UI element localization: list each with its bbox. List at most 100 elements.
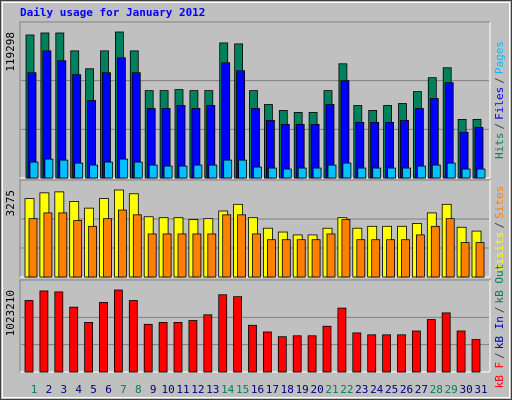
bar [208, 164, 218, 179]
bar [341, 219, 351, 278]
x-tick-label: 20 [310, 383, 323, 396]
x-tick-label: 11 [176, 383, 189, 396]
bar [371, 239, 381, 278]
x-tick-label: 23 [355, 383, 368, 396]
bar [357, 167, 367, 179]
bar [158, 322, 168, 373]
bar [461, 168, 471, 179]
bar [456, 330, 466, 373]
bar [401, 239, 410, 278]
bar [416, 165, 426, 179]
bar [292, 335, 302, 373]
x-tick-label: 6 [105, 383, 112, 396]
bar [74, 162, 84, 179]
bar [218, 294, 228, 373]
x-tick-label: 9 [150, 383, 157, 396]
bar [59, 159, 69, 179]
bar [460, 242, 470, 278]
bar [426, 319, 436, 373]
x-tick-label: 3 [60, 383, 67, 396]
bar [386, 239, 396, 278]
bar [266, 239, 276, 278]
bar [356, 239, 366, 278]
bar [99, 301, 108, 373]
bar [312, 167, 322, 179]
bar [177, 233, 187, 278]
bar [431, 164, 441, 179]
x-tick-label: 2 [46, 383, 53, 396]
bar [441, 312, 451, 373]
bar [238, 159, 248, 179]
legend-entry: kB F [493, 362, 506, 389]
x-tick-label: 8 [135, 383, 142, 396]
bar [133, 161, 143, 179]
x-tick-label: 7 [120, 383, 127, 396]
bar [411, 330, 421, 373]
bar [193, 164, 203, 179]
x-tick-label: 21 [325, 383, 338, 396]
bar [337, 307, 347, 373]
bar [267, 167, 277, 179]
x-tick-label: 31 [474, 383, 487, 396]
legend-entry: Pages [493, 41, 506, 74]
bar [203, 314, 213, 373]
bar [88, 225, 97, 278]
x-tick-label: 28 [430, 383, 443, 396]
bar [311, 239, 321, 278]
bar [207, 233, 217, 278]
legend: kB F / kB In / kB Out [493, 264, 506, 389]
bar [327, 164, 337, 179]
legend-entry: kB In [493, 316, 506, 349]
legend-entry: Hits [493, 133, 506, 160]
bar [44, 158, 54, 179]
bar [192, 233, 202, 278]
bar [54, 291, 64, 373]
bar [222, 214, 232, 278]
bar [58, 212, 68, 278]
bar [277, 336, 287, 373]
bar [163, 165, 173, 179]
bar [28, 218, 38, 278]
bar [326, 233, 336, 278]
bar [29, 161, 39, 179]
x-tick-label: 4 [75, 383, 82, 396]
bar [476, 168, 486, 179]
legend-entry: kB Out [493, 264, 506, 304]
bar [262, 331, 272, 373]
bar [237, 214, 247, 278]
bar [188, 320, 198, 373]
legend-entry: Files [493, 87, 506, 120]
y-tick-label: 1023210 [4, 290, 17, 336]
x-tick-label: 25 [385, 383, 398, 396]
bar [352, 332, 362, 373]
x-tick-label: 26 [400, 383, 413, 396]
bar [104, 161, 113, 179]
bar [128, 300, 138, 373]
bar [281, 239, 291, 278]
bar [382, 334, 392, 373]
bar [89, 164, 98, 179]
bar [103, 218, 112, 278]
x-tick-label: 16 [251, 383, 264, 396]
x-tick-label: 27 [415, 383, 428, 396]
legend-separator: / [493, 352, 506, 359]
bar [296, 239, 306, 278]
bar [253, 166, 262, 179]
y-tick-label: 3275 [4, 190, 17, 217]
bar [387, 167, 397, 179]
x-tick-label: 12 [191, 383, 204, 396]
legend: Hits / Files / Pages [493, 41, 506, 159]
x-tick-label: 17 [266, 383, 279, 396]
bar [307, 335, 317, 373]
legend-separator: / [493, 306, 506, 313]
legend: Visits / Sites [493, 186, 506, 272]
x-tick-label: 18 [281, 383, 294, 396]
bar [162, 233, 172, 278]
bar [397, 334, 406, 373]
bar [118, 209, 127, 278]
bar [252, 233, 261, 278]
bar [43, 212, 53, 278]
legend-separator: / [493, 222, 506, 229]
x-tick-label: 19 [296, 383, 309, 396]
